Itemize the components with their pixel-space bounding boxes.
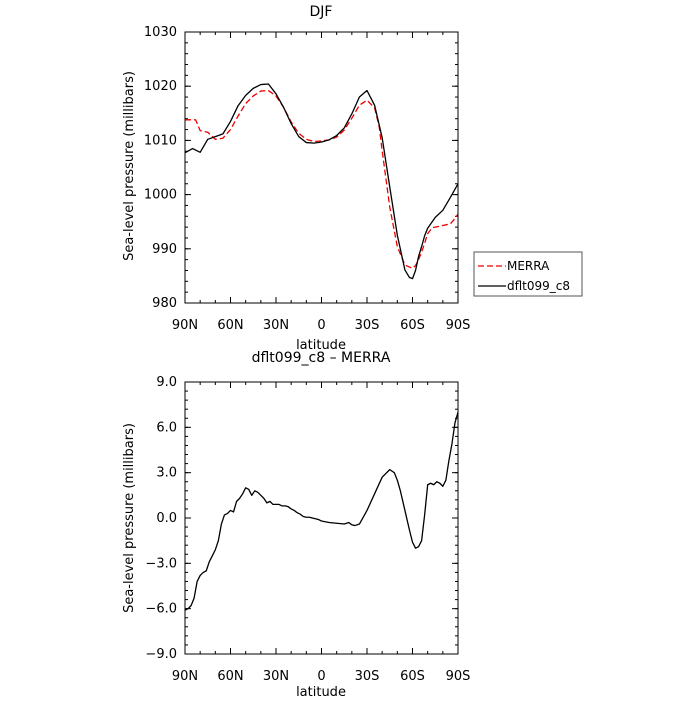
bottom-chart-xtick-label: 90S <box>446 669 471 684</box>
top-chart-ytick-label: 990 <box>152 242 177 257</box>
top-chart-xlabel: latitude <box>296 338 346 353</box>
top-chart-xtick-label: 60N <box>217 318 243 333</box>
bottom-chart-ytick-label: 0.0 <box>156 511 177 526</box>
bottom-chart-title: dflt099_c8 – MERRA <box>252 350 391 366</box>
top-chart-ytick-label: 1010 <box>144 133 177 148</box>
bottom-chart-ticks: 90N 60N 30N 0 30S 60S 90S −9.0 −6.0 −3.0 0.0 3.0 6.0… <box>145 375 470 684</box>
bottom-chart-panel: dflt099_c8 – MERRA Sea-level pressure (m… <box>122 350 470 700</box>
top-chart-xtick-label: 0 <box>317 318 325 333</box>
bottom-chart-ylabel-group: Sea-level pressure (millibars) <box>122 423 137 613</box>
bottom-chart-xtick-label: 60S <box>400 669 425 684</box>
bottom-chart-ylabel: Sea-level pressure (millibars) <box>122 423 137 613</box>
bottom-chart-xlabel: latitude <box>296 685 346 700</box>
top-chart-xtick-label: 90S <box>446 318 471 333</box>
bottom-chart-series <box>184 412 459 611</box>
legend-label-dflt099-c8: dflt099_c8 <box>507 279 570 293</box>
bottom-chart-xtick-label: 30S <box>355 669 380 684</box>
bottom-chart-ytick-label: 3.0 <box>156 466 177 481</box>
top-chart-ytick-label: 1020 <box>144 79 177 94</box>
top-chart-series-line-merra <box>185 89 459 269</box>
bottom-chart-ytick-label: −6.0 <box>145 602 177 617</box>
top-chart-xtick-label: 60S <box>400 318 425 333</box>
bottom-chart-ytick-label: 6.0 <box>156 420 177 435</box>
legend-box <box>473 251 583 297</box>
top-chart-ytick-label: 980 <box>152 296 177 311</box>
bottom-chart-xtick-label: 60N <box>217 669 243 684</box>
top-chart-xtick-label: 30S <box>355 318 380 333</box>
top-chart-panel: DJF Sea-level pressure (millibars) latit… <box>122 4 583 353</box>
bottom-chart-xtick-label: 30N <box>263 669 289 684</box>
legend-label-merra: MERRA <box>507 259 550 273</box>
top-chart-series-line-dflt099-c8 <box>184 83 459 280</box>
bottom-chart-ytick-label: −9.0 <box>145 647 177 662</box>
top-chart-series <box>184 83 459 280</box>
top-chart-xtick-label: 30N <box>263 318 289 333</box>
top-chart-legend: MERRA dflt099_c8 <box>473 251 583 297</box>
bottom-chart-ytick-label: −3.0 <box>145 556 177 571</box>
top-chart-ytick-label: 1000 <box>144 188 177 203</box>
top-chart-title: DJF <box>310 4 333 20</box>
bottom-chart-series-line-1 <box>184 412 459 611</box>
bottom-chart-frame <box>184 381 459 655</box>
top-chart-ticks: 90N 60N 30N 0 30S 60S 90S 980 990 1000 1010 1020 103… <box>144 25 470 333</box>
top-chart-frame <box>184 31 459 304</box>
bottom-chart-xtick-label: 90N <box>172 669 198 684</box>
top-chart-ylabel-group: Sea-level pressure (millibars) <box>122 71 137 261</box>
bottom-chart-ytick-label: 9.0 <box>156 375 177 390</box>
top-chart-ylabel: Sea-level pressure (millibars) <box>122 71 137 261</box>
top-chart-ytick-label: 1030 <box>144 25 177 40</box>
bottom-chart-xtick-label: 0 <box>317 669 325 684</box>
top-chart-xtick-label: 90N <box>172 318 198 333</box>
